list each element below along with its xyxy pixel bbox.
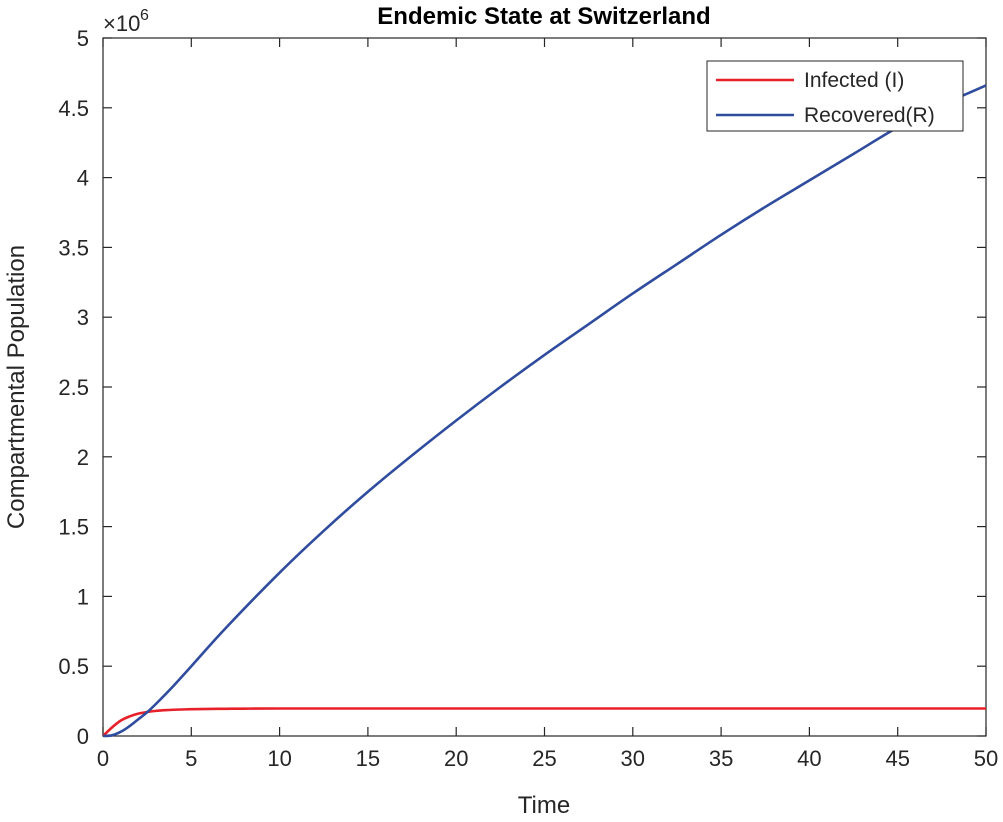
- x-tick-label: 35: [709, 746, 733, 771]
- y-tick-label: 0: [77, 724, 89, 749]
- x-tick-label: 50: [974, 746, 998, 771]
- x-tick-label: 45: [885, 746, 909, 771]
- x-tick-label: 25: [532, 746, 556, 771]
- x-tick-label: 40: [797, 746, 821, 771]
- x-tick-label: 5: [185, 746, 197, 771]
- plot-area: [102, 37, 987, 737]
- y-axis-ticks: 0 0.5 1 1.5 2 2.5 3 3.5 4 4.5 5: [58, 26, 986, 749]
- legend: Infected (I) Recovered(R): [706, 60, 964, 132]
- legend-box: [706, 60, 964, 132]
- chart-title: Endemic State at Switzerland: [377, 3, 710, 30]
- y-exponent-base: ×10: [103, 11, 140, 36]
- y-tick-label: 1: [77, 584, 89, 609]
- series-line-infected: [102, 707, 986, 737]
- y-exponent: ×10 6: [103, 7, 149, 36]
- y-tick-label: 2: [77, 445, 89, 470]
- x-tick-label: 0: [97, 746, 109, 771]
- y-tick-label: 4: [77, 166, 89, 191]
- y-tick-label: 5: [77, 26, 89, 51]
- y-exponent-power: 6: [140, 7, 149, 24]
- x-axis-ticks: 0 5 10 15 20 25 30 35 40 45 50: [97, 38, 998, 771]
- series-layer: [102, 84, 987, 738]
- series-line-recovered: [102, 84, 987, 738]
- y-tick-label: 3.5: [58, 235, 89, 260]
- x-tick-label: 15: [356, 746, 380, 771]
- y-tick-label: 3: [77, 305, 89, 330]
- y-tick-label: 4.5: [58, 96, 89, 121]
- x-tick-label: 30: [621, 746, 645, 771]
- y-tick-label: 2.5: [58, 375, 89, 400]
- y-axis-label: Compartmental Population: [3, 245, 30, 529]
- legend-label-recovered: Recovered(R): [804, 104, 935, 127]
- y-tick-label: 1.5: [58, 515, 89, 540]
- x-axis-label: Time: [518, 792, 570, 819]
- x-tick-label: 10: [267, 746, 291, 771]
- x-tick-label: 20: [444, 746, 468, 771]
- legend-label-infected: Infected (I): [804, 69, 904, 92]
- y-tick-label: 0.5: [58, 654, 89, 679]
